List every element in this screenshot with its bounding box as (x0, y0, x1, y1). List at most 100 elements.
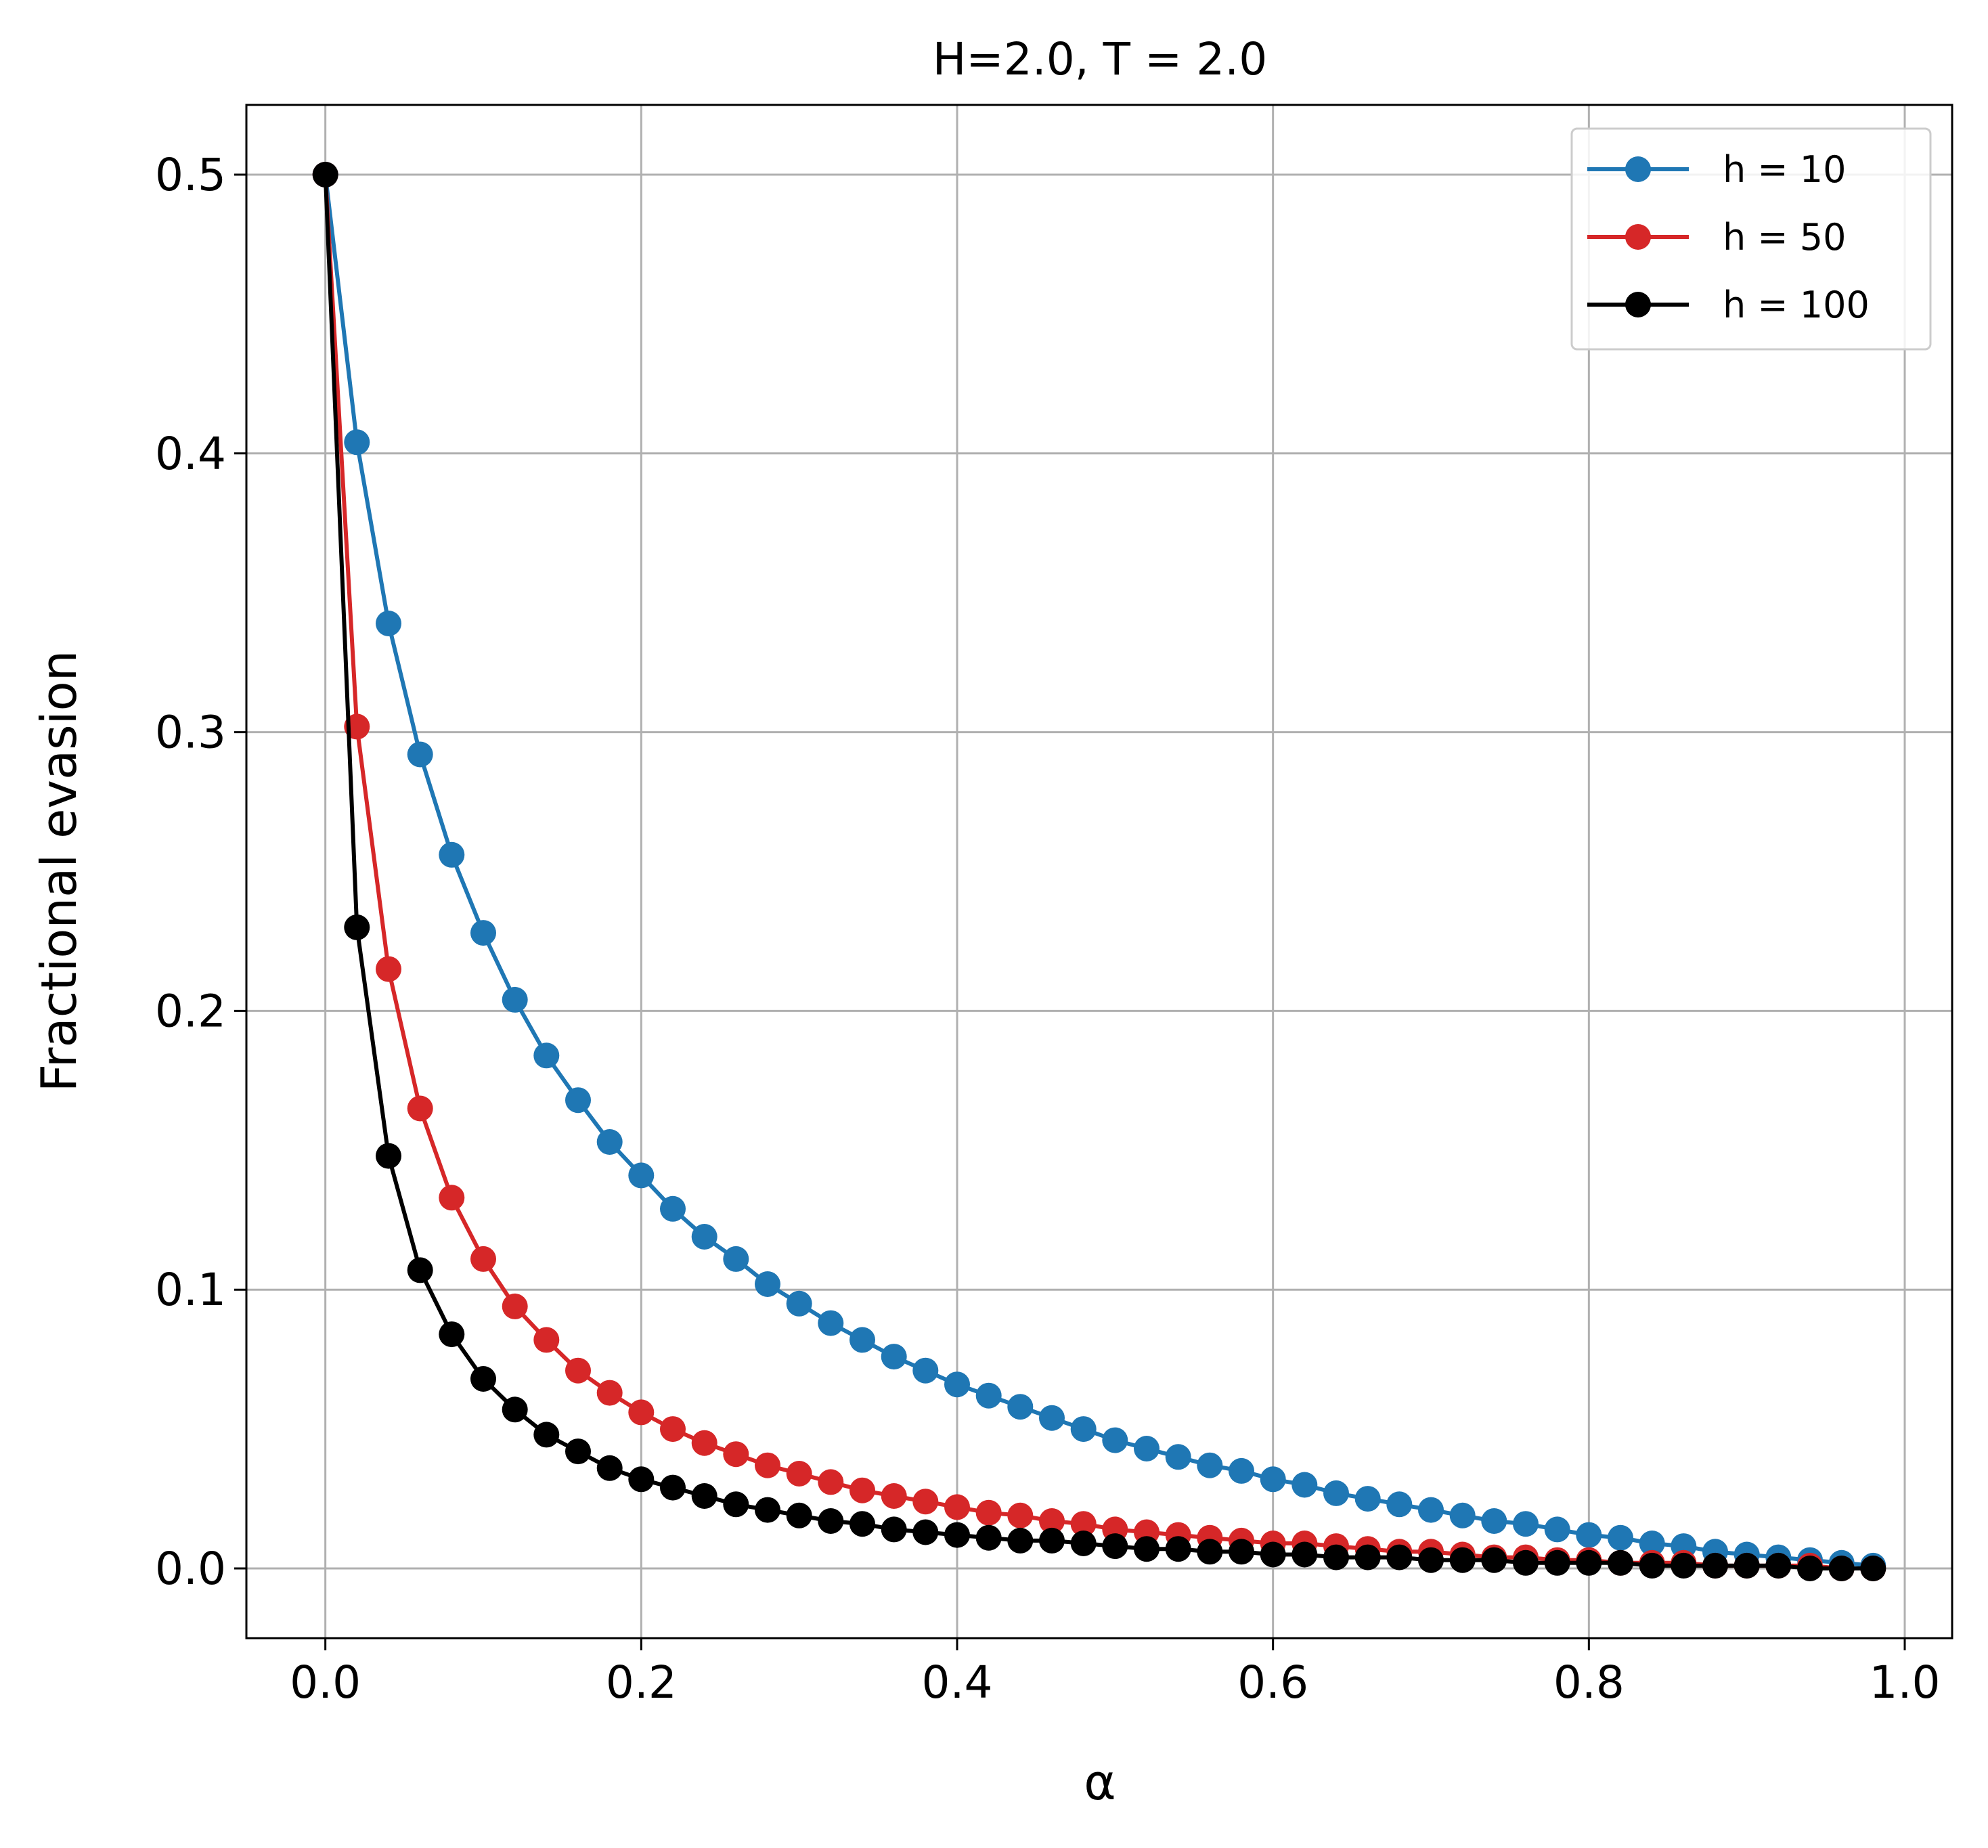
data-point (1070, 1531, 1097, 1556)
data-point (691, 1224, 717, 1250)
data-point (533, 1042, 560, 1069)
ticks: 0.0 0.2 0.4 0.6 0.8 1.0 0.0 0.1 0.2 0.3 0.4 0.5 (155, 149, 1940, 1709)
data-point (1354, 1486, 1381, 1512)
data-point (1765, 1552, 1792, 1579)
data-point (1860, 1556, 1886, 1581)
data-point (1039, 1527, 1065, 1554)
data-point (881, 1344, 907, 1370)
x-axis-label: α (1084, 1754, 1116, 1811)
data-point (376, 1143, 401, 1169)
data-point (944, 1371, 970, 1398)
data-point (533, 1327, 560, 1353)
legend-label: h = 50 (1723, 216, 1847, 259)
data-point (1797, 1556, 1823, 1581)
legend-label: h = 10 (1723, 148, 1847, 191)
data-point (1386, 1544, 1413, 1570)
data-point (786, 1461, 812, 1487)
legend-box (1570, 127, 1932, 351)
data-point (1260, 1541, 1286, 1568)
data-point (660, 1195, 686, 1222)
data-point (755, 1497, 780, 1523)
data-point (1481, 1508, 1507, 1534)
data-point (533, 1422, 560, 1448)
data-point (1386, 1491, 1413, 1518)
legend-marker (1625, 156, 1651, 182)
data-point (344, 429, 370, 456)
y-axis-label: Fractional evasion (30, 651, 87, 1093)
data-point (1229, 1539, 1254, 1565)
data-point (628, 1399, 655, 1426)
data-point (818, 1508, 844, 1534)
data-point (1418, 1497, 1444, 1523)
series-0 (312, 162, 1886, 1579)
data-point (818, 1469, 844, 1495)
data-point (596, 1455, 623, 1481)
data-point (1418, 1547, 1444, 1573)
data-point (1102, 1427, 1128, 1453)
y-tick-label: 0.2 (155, 985, 226, 1037)
data-point (660, 1416, 686, 1443)
data-point (565, 1087, 591, 1114)
data-point (1449, 1547, 1476, 1573)
data-point (975, 1382, 1002, 1409)
data-point (439, 841, 465, 868)
data-point (470, 920, 496, 946)
data-point (975, 1499, 1002, 1526)
data-point (470, 1246, 496, 1272)
x-tick-label: 0.0 (290, 1656, 361, 1709)
series-2 (312, 162, 1886, 1581)
data-point (944, 1494, 970, 1520)
data-point (1576, 1522, 1602, 1548)
data-point (1134, 1536, 1159, 1562)
data-point (628, 1162, 655, 1189)
data-point (912, 1357, 939, 1384)
data-point (1165, 1444, 1191, 1470)
data-point (1544, 1549, 1570, 1576)
data-point (628, 1466, 655, 1493)
data-point (944, 1522, 970, 1548)
data-point (1513, 1511, 1539, 1537)
series-layer (312, 162, 1886, 1581)
data-point (1007, 1502, 1034, 1528)
data-point (565, 1438, 591, 1465)
data-point (723, 1491, 749, 1518)
data-point (376, 611, 401, 636)
legend-entry: h = 50 (1587, 216, 1847, 259)
data-point (755, 1271, 780, 1297)
data-point (1608, 1549, 1633, 1576)
data-point (849, 1477, 875, 1503)
data-point (1828, 1556, 1855, 1581)
data-point (1608, 1524, 1633, 1551)
data-point (502, 986, 528, 1013)
plot-frame (245, 104, 1953, 1640)
x-tick-label: 1.0 (1870, 1656, 1941, 1709)
data-point (1260, 1466, 1286, 1493)
data-point (818, 1310, 844, 1336)
data-point (1639, 1531, 1665, 1556)
data-point (502, 1396, 528, 1423)
data-point (1102, 1533, 1128, 1560)
data-point (439, 1185, 465, 1211)
legend: h = 10 h = 50 h = 100 (1570, 127, 1932, 351)
data-point (1165, 1536, 1191, 1562)
data-point (502, 1293, 528, 1319)
data-point (755, 1452, 780, 1478)
y-tick-label: 0.0 (155, 1543, 226, 1595)
data-point (1354, 1544, 1381, 1570)
x-tick-label: 0.8 (1553, 1656, 1625, 1709)
data-point (723, 1246, 749, 1272)
data-point (1671, 1552, 1697, 1579)
data-point (849, 1327, 875, 1353)
data-point (439, 1321, 465, 1348)
data-point (786, 1502, 812, 1528)
legend-entry: h = 10 (1587, 148, 1847, 191)
data-point (1039, 1508, 1065, 1534)
data-point (312, 162, 338, 188)
data-point (975, 1524, 1002, 1551)
data-point (1702, 1552, 1728, 1579)
data-point (849, 1511, 875, 1537)
data-point (881, 1483, 907, 1509)
data-point (1323, 1544, 1349, 1570)
legend-entry: h = 100 (1587, 284, 1870, 326)
